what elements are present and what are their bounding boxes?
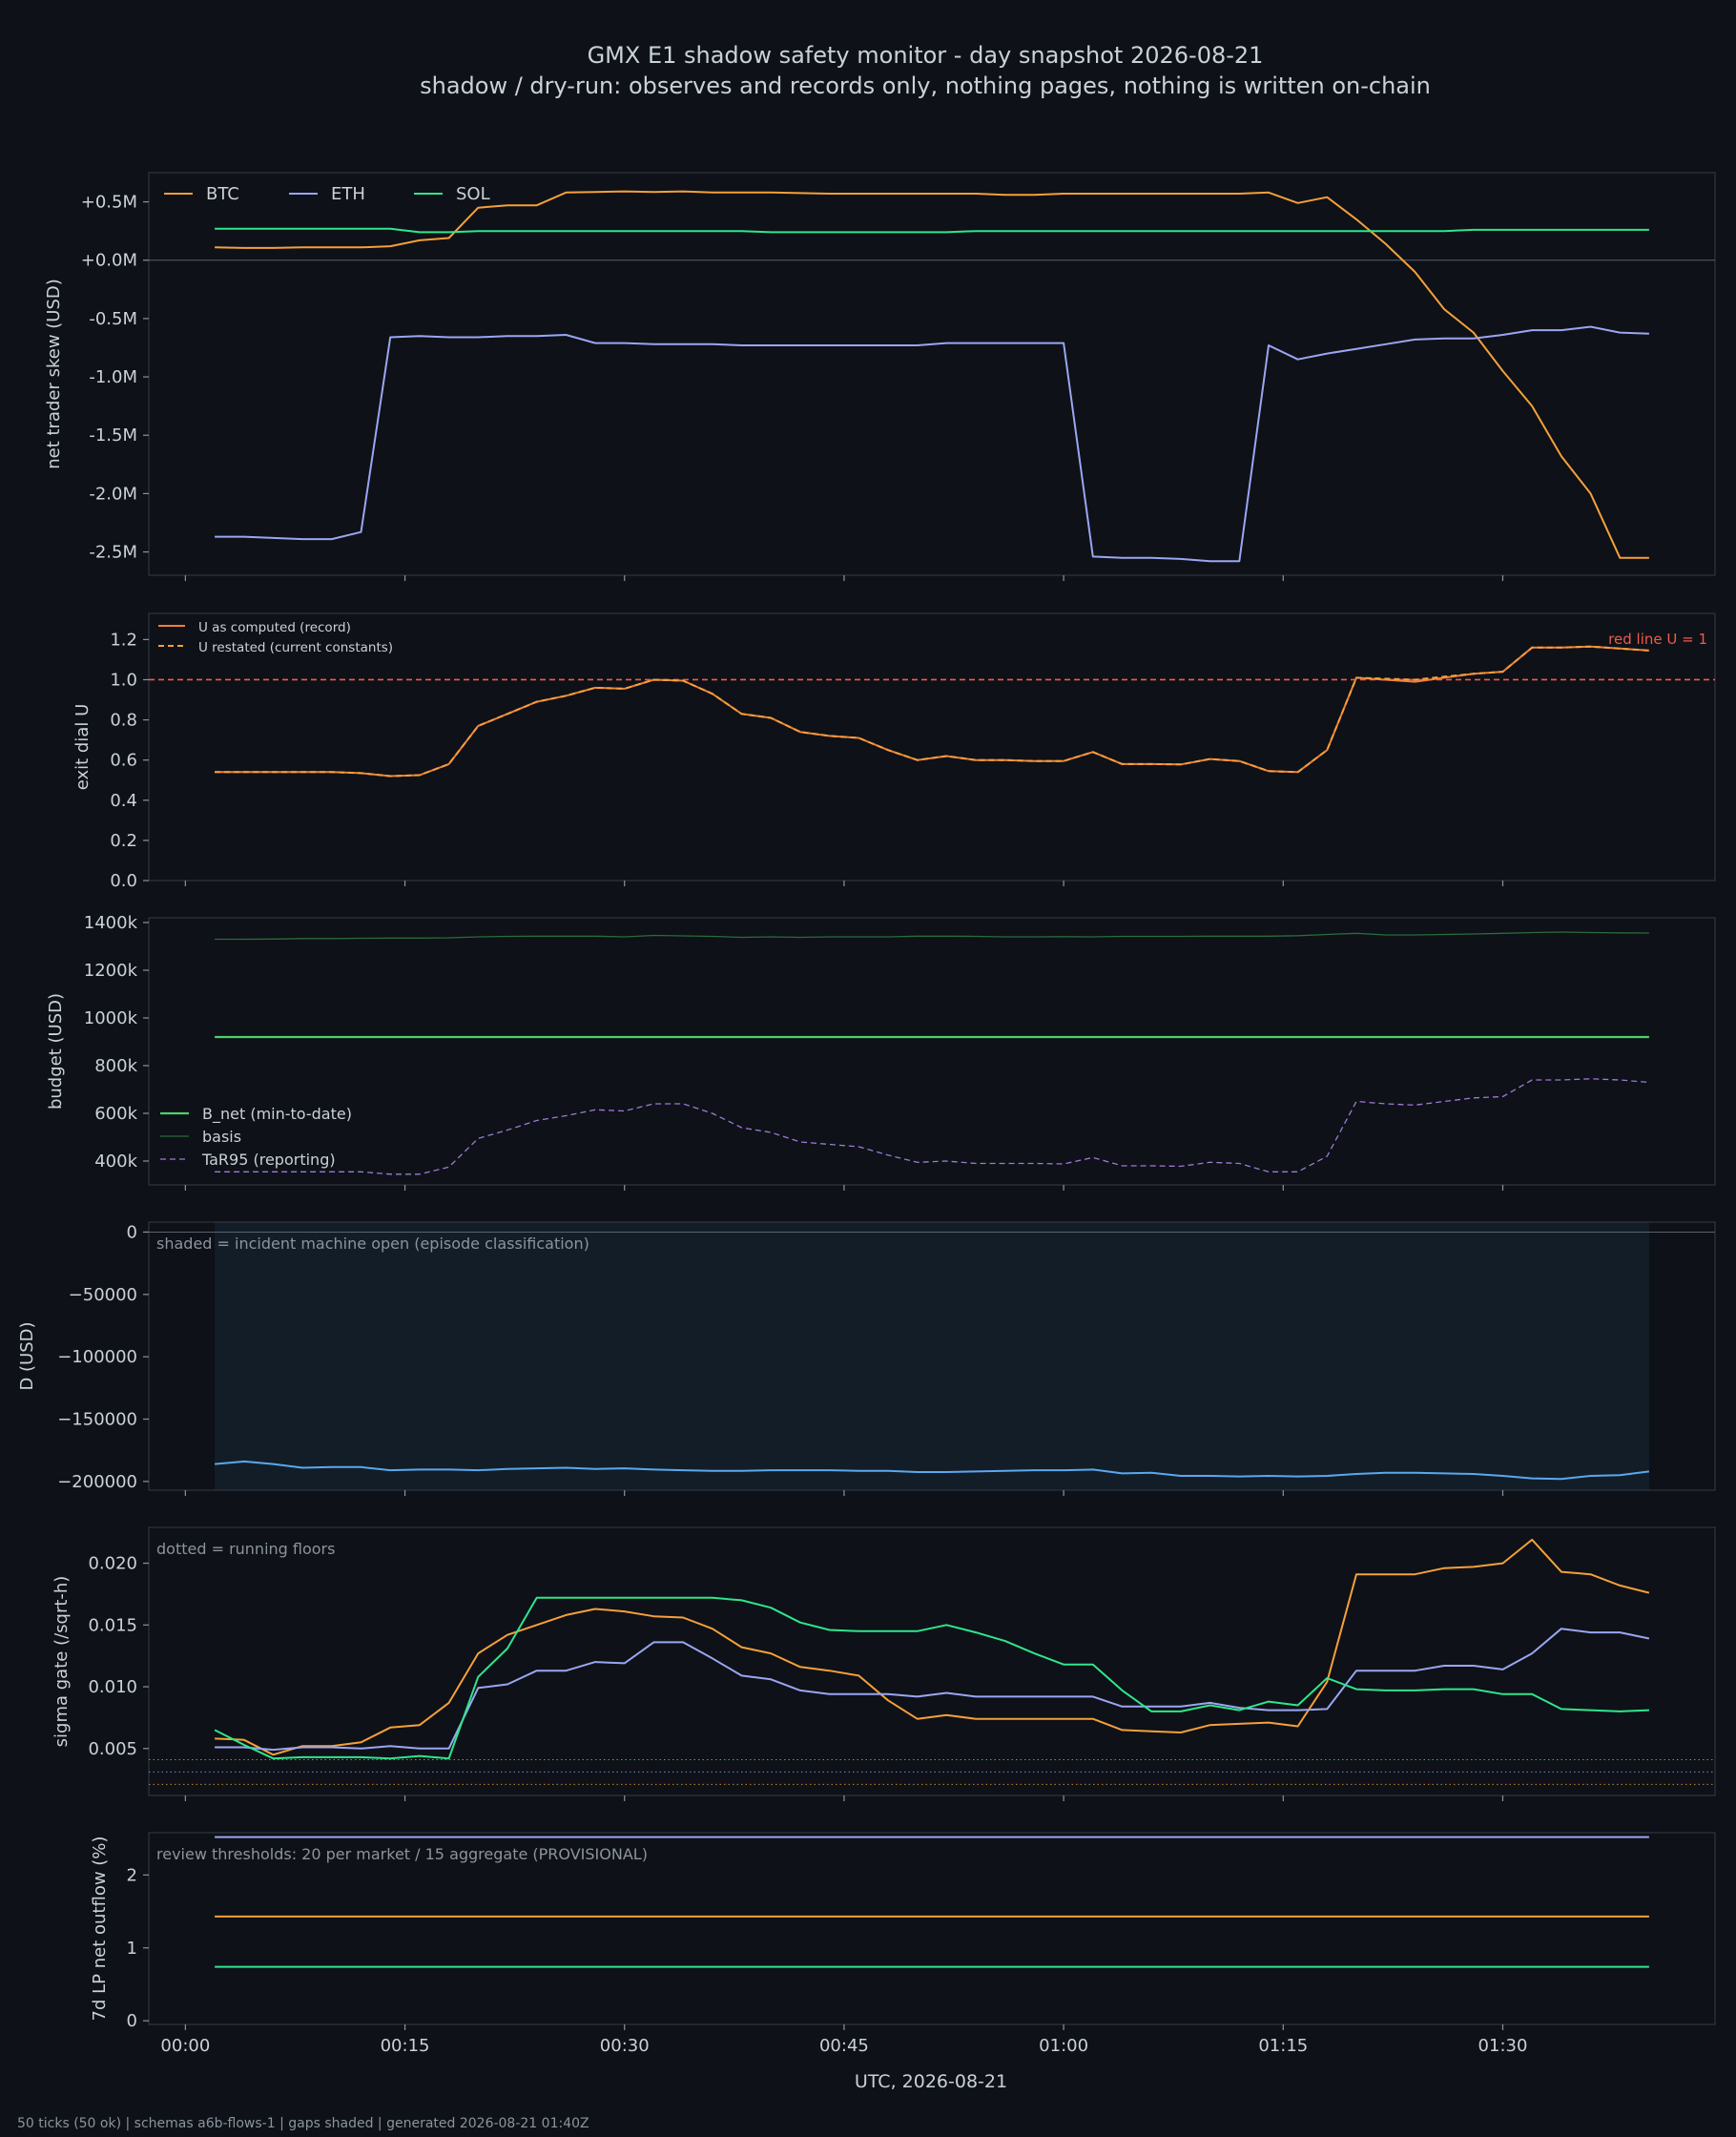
y-tick-label: 400k (94, 1151, 137, 1172)
y-tick-label: 800k (94, 1056, 137, 1076)
y-tick-label: 0.6 (110, 751, 137, 771)
plot-area-frame (148, 172, 1716, 576)
y-tick-label: 0.2 (110, 831, 137, 851)
y-tick-label: 0.015 (88, 1615, 137, 1635)
y-axis-label: sigma gate (/sqrt-h) (52, 1576, 72, 1748)
legend-label: ETH (331, 184, 365, 204)
x-axis-label: UTC, 2026-08-21 (855, 2071, 1007, 2092)
y-tick-label: 1400k (84, 913, 138, 933)
y-tick-label: 1200k (84, 961, 138, 981)
y-tick-label: 1.2 (110, 630, 137, 650)
y-axis-label: exit dial U (72, 704, 93, 791)
legend-label: SOL (456, 184, 490, 204)
y-axis-label: budget (USD) (46, 993, 66, 1110)
plot-area-frame (148, 612, 1716, 882)
legend-label: U restated (current constants) (198, 640, 393, 655)
panel-skew: +0.5M +0.0M -0.5M -1.0M -1.5M -2.0M -2.5M net t… (44, 172, 1716, 581)
legend: B_net (min-to-date) basis TaR95 (reporting… (160, 1105, 352, 1169)
legend-label: U as computed (record) (198, 620, 351, 635)
x-tick-label: 00:00 (160, 2036, 210, 2056)
plot-area-frame (148, 917, 1716, 1186)
plot-area-frame (148, 1221, 1716, 1491)
y-tick-label: −200000 (57, 1472, 137, 1492)
y-tick-label: -2.5M (89, 543, 137, 563)
y-axis-label: net trader skew (USD) (44, 279, 64, 469)
y-tick-label: 0 (127, 2011, 137, 2031)
y-tick-label: -2.0M (89, 484, 137, 504)
y-tick-label: +0.5M (81, 193, 137, 213)
y-tick-label: 1.0 (110, 670, 137, 690)
y-tick-label: -1.0M (89, 367, 137, 387)
series-line-d (215, 1460, 1650, 1481)
legend-label: basis (202, 1128, 241, 1146)
plot-area-frame (148, 1832, 1716, 2025)
legend: BTC ETH SOL (164, 184, 490, 204)
y-tick-label: −150000 (57, 1410, 137, 1430)
y-tick-label: -1.5M (89, 425, 137, 446)
series-line-sol (215, 227, 1649, 234)
x-tick-label: 01:15 (1258, 2036, 1308, 2056)
legend-label: BTC (206, 184, 239, 204)
x-tick-label: 01:30 (1478, 2036, 1528, 2056)
legend: U as computed (record) U restated (curren… (158, 620, 393, 655)
y-tick-label: 0 (127, 1222, 137, 1242)
y-tick-label: 600k (94, 1104, 137, 1124)
panel-d_usd: 0 −50000 −100000 −150000 −200000 D (USD) shade… (17, 1221, 1716, 1496)
x-tick-label: 01:00 (1039, 2036, 1088, 2056)
y-axis-label: D (USD) (17, 1321, 37, 1390)
series-line-basis (215, 931, 1649, 941)
x-tick-label: 00:30 (600, 2036, 650, 2056)
shaded-region (215, 1222, 1649, 1490)
y-tick-label: 0.020 (88, 1554, 137, 1574)
panel-exit_dial: 0.0 0.2 0.4 0.6 0.8 1.0 1.2 exit dial U red line… (72, 612, 1716, 891)
footer-text: 50 ticks (50 ok) | schemas a6b-flows-1 |… (17, 2116, 589, 2131)
y-tick-label: 0.010 (88, 1677, 137, 1697)
series-line-btc (215, 1538, 1650, 1756)
y-axis-label: 7d LP net outflow (%) (90, 1836, 110, 2022)
y-tick-label: 0.005 (88, 1739, 137, 1759)
threshold-label: red line U = 1 (1608, 631, 1707, 648)
y-tick-label: 1000k (84, 1008, 138, 1028)
panel-annotation: dotted = running floors (156, 1540, 335, 1558)
y-tick-label: 0.8 (110, 711, 137, 731)
chart-subtitle: shadow / dry-run: observes and records o… (420, 73, 1431, 99)
panel-annotation: review thresholds: 20 per market / 15 ag… (156, 1845, 648, 1863)
legend-label: B_net (min-to-date) (202, 1105, 352, 1124)
x-tick-label: 00:45 (819, 2036, 869, 2056)
series-line-u (215, 645, 1649, 778)
y-tick-label: 0.4 (110, 791, 137, 811)
series-line-tar95 (215, 1078, 1649, 1175)
y-tick-label: 2 (127, 1865, 137, 1885)
panel-sigma_gate: 0.005 0.010 0.015 0.020 sigma gate (/sqrt-h)… (52, 1526, 1716, 1801)
panel-annotation: shaded = incident machine open (episode … (156, 1234, 589, 1253)
y-tick-label: −100000 (57, 1347, 137, 1367)
y-tick-label: +0.0M (81, 251, 137, 271)
y-tick-label: 1 (127, 1939, 137, 1959)
series-line-sol (214, 1596, 1649, 1760)
chart-panels: +0.5M +0.0M -0.5M -1.0M -1.5M -2.0M -2.5M net t… (17, 172, 1716, 2056)
series-line-eth (215, 325, 1649, 563)
y-tick-label: 0.0 (110, 871, 137, 891)
panel-budget: 400k 600k 800k 1000k 1200k 1400k budget (USD) B… (46, 913, 1716, 1191)
chart-title: GMX E1 shadow safety monitor - day snaps… (588, 42, 1264, 69)
series-line-eth (215, 1628, 1650, 1752)
x-tick-label: 00:15 (381, 2036, 430, 2056)
panel-lp_outflow: 0 1 2 7d LP net outflow (%) review threshold… (90, 1832, 1716, 2031)
y-tick-label: −50000 (69, 1285, 137, 1305)
y-tick-label: -0.5M (89, 309, 137, 329)
plot-area-frame (148, 1526, 1716, 1796)
legend-label: TaR95 (reporting) (201, 1151, 336, 1169)
